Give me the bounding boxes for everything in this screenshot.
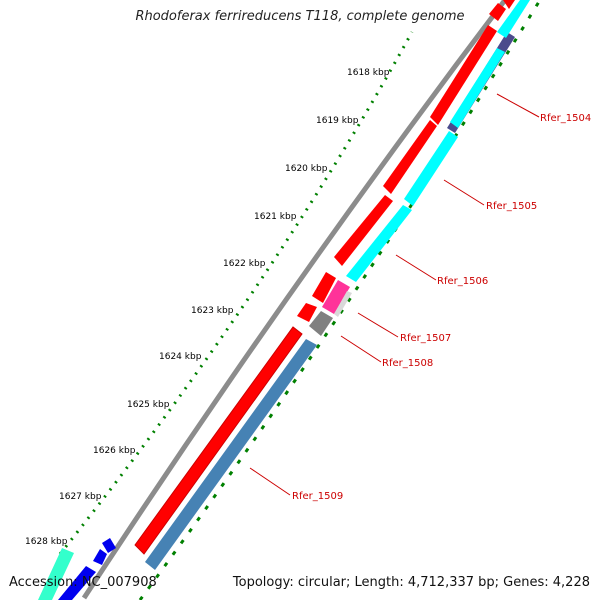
label-rfer-1505: Rfer_1505 [486,201,537,212]
forward-strand-genes [134,0,515,555]
gene-bl-cyan[interactable] [38,548,74,600]
gene-rfer-1505[interactable] [404,131,458,206]
gene-forward-top-1[interactable] [430,25,497,125]
tick-label: 1618 kbp [347,68,390,78]
gene-forward-small-2[interactable] [312,272,336,303]
accession-text: Accession: NC_007908 [9,575,157,590]
tick-label: 1625 kbp [127,400,170,410]
gene-rfer-1509[interactable] [145,339,317,570]
gene-rfer-1506[interactable] [346,205,412,282]
backbone-circle [81,0,507,600]
gene-forward-top-3[interactable] [503,0,515,9]
label-rfer-1506: Rfer_1506 [437,276,488,287]
callout-line-rfer-1507 [357,312,399,338]
tick-label: 1621 kbp [254,212,297,222]
tick-label: 1627 kbp [59,492,102,502]
tick-label: 1619 kbp [316,116,359,126]
map-title-text: Rhodoferax ferrireducens T118, complete … [135,9,465,24]
gene-bl-blue-2[interactable] [93,549,107,565]
tick-label: 1623 kbp [191,306,234,316]
gene-forward-1506-region[interactable] [334,195,393,266]
map-title: Rhodoferax ferrireducens T118, complete … [0,9,600,24]
gene-forward-1509-region[interactable] [134,326,303,555]
callout-line-rfer-1509 [249,467,291,496]
reverse-strand-genes [145,0,530,570]
callout-line-rfer-1504 [496,93,540,118]
tick-label: 1628 kbp [25,537,68,547]
gene-bl-blue-1[interactable] [58,566,96,600]
genome-summary-text: Topology: circular; Length: 4,712,337 bp… [232,575,590,590]
gene-forward-1505-region[interactable] [383,120,437,194]
gene-bl-blue-3[interactable] [102,538,116,553]
callout-line-rfer-1505 [443,179,485,206]
gene-rfer-1504-cyan [450,48,505,128]
gene-rfer-1508[interactable] [309,311,333,336]
callout-line-rfer-1506 [395,254,437,281]
bottom-left-genes [38,538,116,600]
label-rfer-1509: Rfer_1509 [292,491,343,502]
tick-label: 1626 kbp [93,446,136,456]
callout-line-rfer-1508 [340,335,382,363]
inner-dashed-ring [138,0,542,600]
label-rfer-1504: Rfer_1504 [540,113,591,124]
tick-labels: 1618 kbp 1619 kbp 1620 kbp 1621 kbp 1622… [25,68,390,547]
outer-dotted-ring [58,31,414,555]
label-rfer-1508: Rfer_1508 [382,358,433,369]
gene-forward-small-1[interactable] [297,303,317,322]
label-rfer-1507: Rfer_1507 [400,333,451,344]
tick-label: 1624 kbp [159,352,202,362]
gene-rfer-1507-light [334,291,352,317]
tick-label: 1620 kbp [285,164,328,174]
gene-rfer-top-cyan [497,0,530,38]
gene-callouts: Rfer_1504 Rfer_1505 Rfer_1506 Rfer_1507 … [249,93,591,502]
gene-forward-top-2[interactable] [489,3,506,21]
tick-label: 1622 kbp [223,259,266,269]
gene-rfer-1507[interactable] [322,280,350,314]
